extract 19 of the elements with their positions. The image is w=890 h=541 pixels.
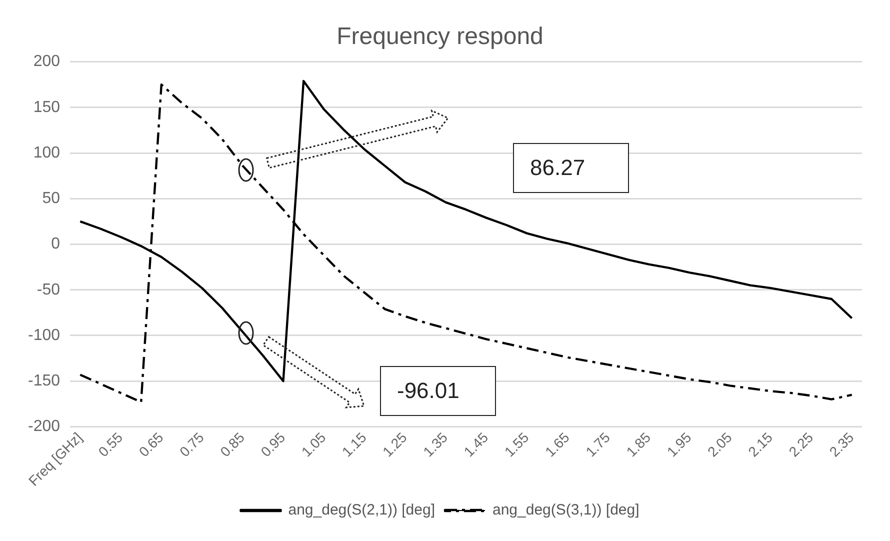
y-tick-label: 150 (33, 98, 60, 116)
y-tick-label: -50 (36, 281, 60, 298)
legend-label: ang_deg(S(2,1)) [deg] (288, 502, 436, 519)
legend-label: ang_deg(S(3,1)) [deg] (492, 502, 640, 519)
x-tick-label: 0.75 (176, 429, 208, 460)
x-tick-label: 0.55 (95, 429, 126, 460)
y-tick-label: -200 (28, 418, 60, 436)
y-tick-label: 0 (51, 236, 60, 253)
y-tick-label: -100 (28, 326, 60, 344)
annotation: -96.01 (397, 378, 460, 404)
x-tick-label: 0.65 (136, 429, 166, 460)
y-tick-label: 200 (33, 53, 60, 70)
x-tick-label: 0.95 (258, 429, 288, 460)
chart-title: Frequency respond (336, 23, 544, 50)
annotation: 86.27 (530, 155, 586, 181)
y-tick-label: 100 (33, 144, 60, 162)
y-tick-label: -150 (28, 372, 60, 390)
x-tick-label: 0.85 (216, 429, 248, 460)
y-tick-label: 50 (42, 190, 60, 208)
